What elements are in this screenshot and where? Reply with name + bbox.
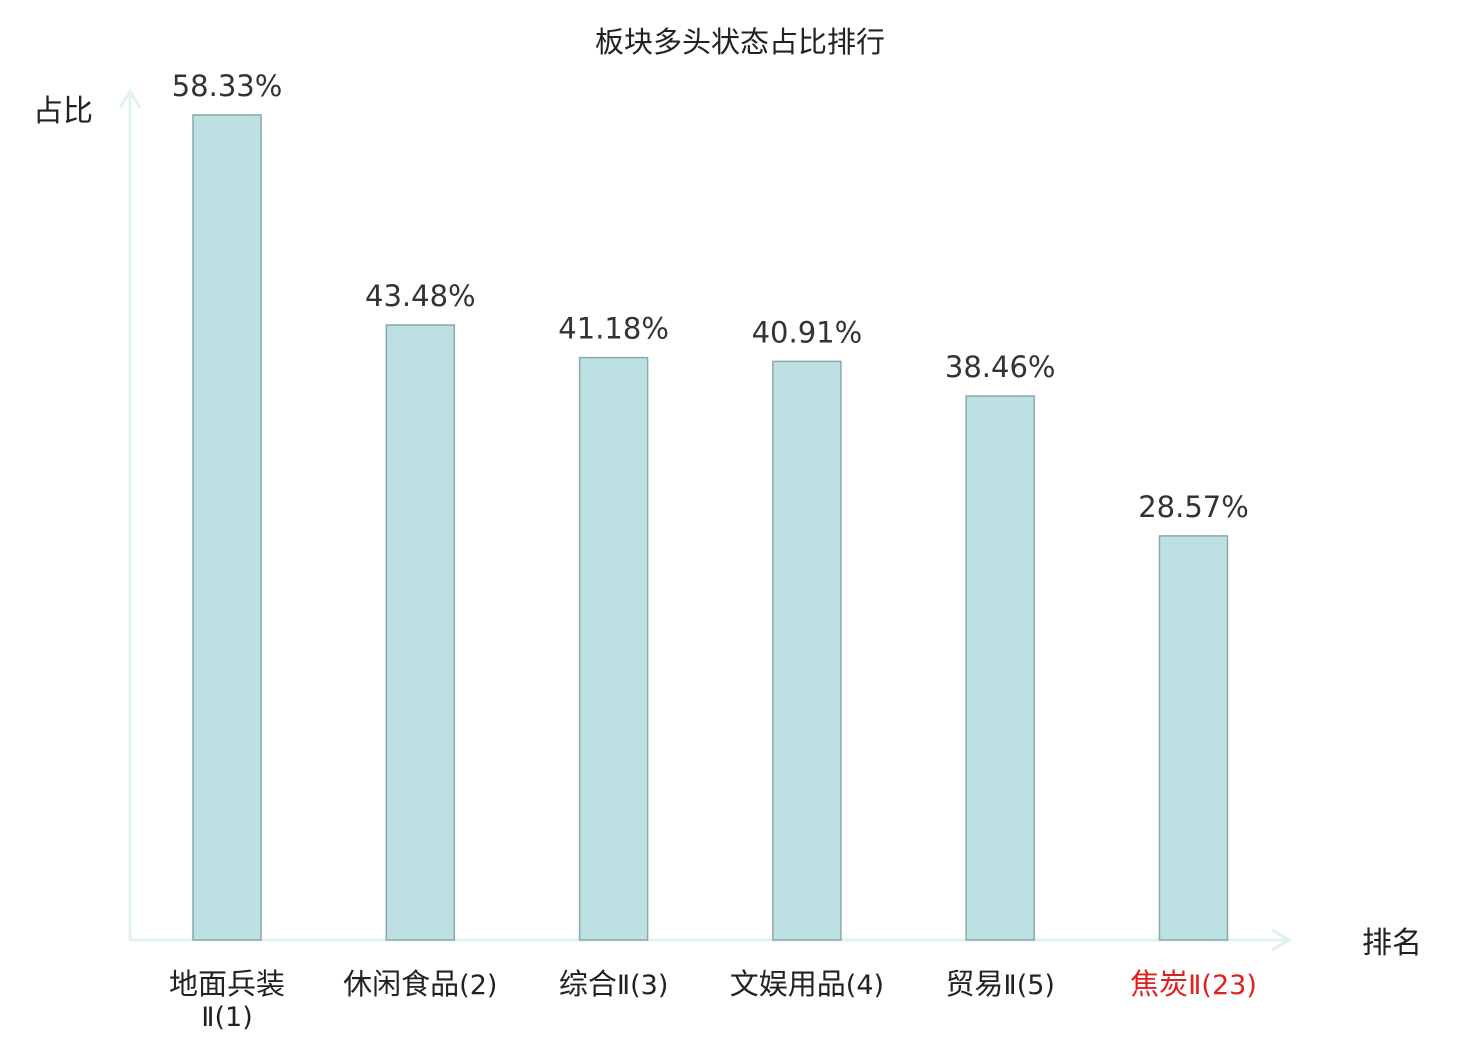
tick-label-2: 休闲食品(2)	[343, 967, 497, 1001]
tick-label-3: 综合Ⅱ(3)	[559, 967, 669, 1001]
value-label-6: 28.57%	[1138, 490, 1249, 524]
x-axis	[130, 928, 1292, 952]
bar-3	[578, 356, 649, 941]
bar-1	[192, 114, 262, 941]
value-label-1: 58.33%	[172, 69, 283, 103]
tick-label-1-line2: Ⅱ(1)	[201, 1002, 253, 1033]
bar-6	[1158, 535, 1229, 941]
x-axis-label: 排名	[1362, 926, 1422, 961]
bars	[192, 114, 1229, 941]
value-label-4: 40.91%	[752, 315, 863, 349]
value-label-5: 38.46%	[945, 350, 1056, 384]
bar-4	[772, 360, 842, 941]
value-labels: 58.33% 43.48% 41.18% 40.91% 38.46% 28.57%	[172, 69, 1249, 524]
tick-label-1: 地面兵装	[169, 967, 285, 1001]
value-label-2: 43.48%	[365, 279, 476, 313]
bar-2	[385, 324, 456, 941]
tick-label-4: 文娱用品(4)	[730, 967, 884, 1001]
value-label-3: 41.18%	[558, 312, 669, 346]
chart-title: 板块多头状态占比排行	[595, 25, 885, 59]
tick-label-5: 贸易Ⅱ(5)	[945, 967, 1055, 1001]
y-axis-label: 占比	[33, 94, 93, 129]
tick-label-6: 焦炭Ⅱ(23)	[1130, 967, 1257, 1001]
bar-5	[965, 395, 1035, 941]
y-axis	[118, 88, 142, 940]
